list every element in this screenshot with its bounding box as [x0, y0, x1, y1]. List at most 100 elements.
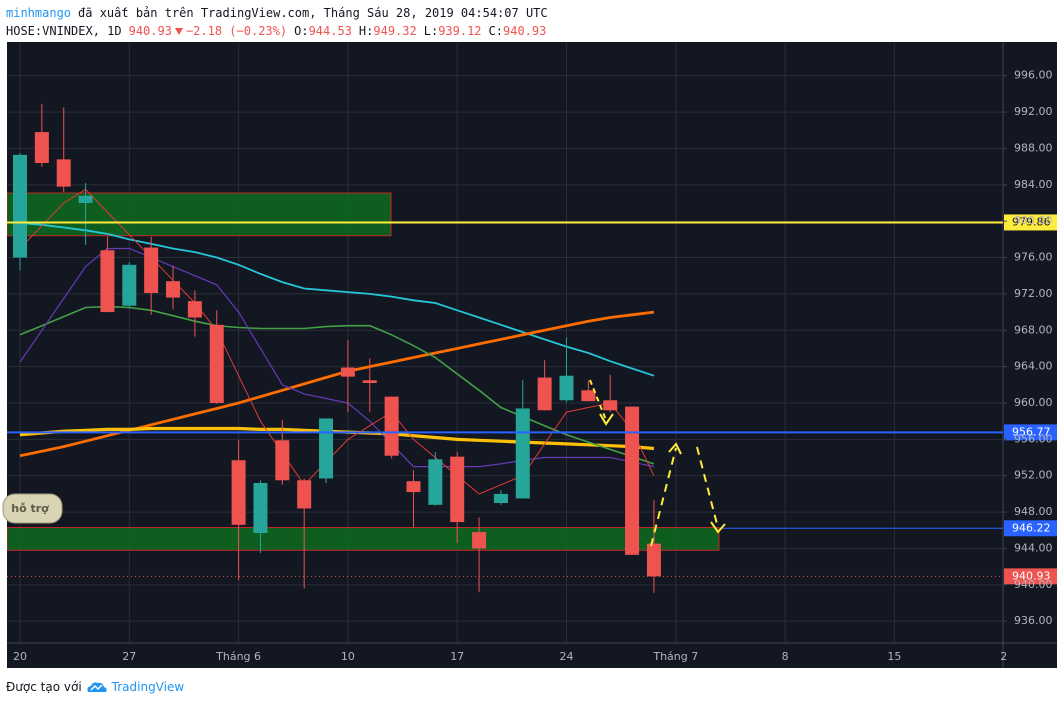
- y-tick-label: 952.00: [1014, 469, 1053, 482]
- price-tag-label: 956.77: [1012, 425, 1051, 438]
- candle-body: [297, 480, 312, 509]
- y-tick-label: 992.00: [1014, 105, 1053, 118]
- price-tag: [1004, 520, 1057, 537]
- l-label: L:: [423, 24, 439, 38]
- price-tag-label: 946.22: [1012, 521, 1051, 534]
- y-tick-label: 984.00: [1014, 178, 1053, 191]
- x-tick-label: 15: [887, 650, 901, 663]
- x-tick-label: 17: [450, 650, 464, 663]
- y-tick-label: 940.00: [1014, 578, 1053, 591]
- x-tick-label: 27: [122, 650, 136, 663]
- price-tag-label: 940.93: [1012, 569, 1051, 582]
- h: 949.32: [373, 24, 417, 38]
- candle-body: [406, 481, 421, 493]
- ma-line: [19, 310, 655, 458]
- candle-body: [56, 159, 71, 187]
- price-tag: [1004, 568, 1057, 585]
- x-tick-label: 10: [341, 650, 355, 663]
- header-line-2: HOSE:VNINDEX, 1D 940.93 −2.18 (−0.23%) O…: [6, 24, 546, 38]
- published: đã xuất bản trên TradingView.com, Tháng …: [78, 6, 548, 20]
- ma-line: [19, 305, 655, 465]
- footer: Được tạo với TradingView: [6, 680, 184, 694]
- candle-body: [625, 406, 640, 555]
- down-arrow: [174, 28, 183, 35]
- candle-body: [319, 418, 334, 479]
- candle-body: [122, 264, 137, 306]
- last: 940.93: [128, 24, 172, 38]
- y-tick-label: 960.00: [1014, 396, 1053, 409]
- brand-logo: [87, 682, 107, 692]
- candle-body: [559, 375, 574, 401]
- price-tag: [1004, 214, 1057, 231]
- author[interactable]: minhmango: [6, 6, 72, 20]
- candle-body: [646, 543, 661, 577]
- x-tick-label: 20: [13, 650, 27, 663]
- l: 939.12: [438, 24, 482, 38]
- candle-body: [144, 247, 159, 293]
- x-tick-label: 2: [1000, 650, 1007, 663]
- candle-body: [428, 459, 443, 505]
- header-line-1: minhmango đã xuất bản trên TradingView.co…: [6, 6, 548, 20]
- forecast-arrow: [589, 379, 719, 547]
- candle-body: [537, 377, 552, 411]
- chart-background: [7, 42, 1057, 668]
- y-tick-label: 996.00: [1014, 69, 1053, 82]
- candle-body: [515, 408, 530, 499]
- change: −2.18 (−0.23%): [185, 24, 288, 38]
- c: 940.93: [503, 24, 547, 38]
- ma-line: [19, 188, 655, 495]
- y-tick-label: 944.00: [1014, 541, 1053, 554]
- y-tick-label: 988.00: [1014, 141, 1053, 154]
- candle-body: [493, 493, 508, 503]
- candle-body: [209, 324, 224, 403]
- o-label: O:: [294, 24, 309, 38]
- candle-body: [231, 460, 246, 525]
- arrow-head: [599, 413, 614, 426]
- ma-line: [19, 247, 655, 468]
- ma-line: [19, 222, 655, 377]
- note: hỗ trợ: [11, 502, 49, 515]
- candle-body: [362, 380, 377, 383]
- h-label: H:: [358, 24, 374, 38]
- candle-body: [253, 483, 268, 533]
- candle-body: [603, 400, 618, 411]
- candle-body: [187, 301, 202, 318]
- candle-body: [34, 132, 49, 163]
- candle-body: [340, 367, 355, 377]
- candle-body: [166, 281, 181, 298]
- c-label: C:: [488, 24, 503, 38]
- x-tick-label: 8: [782, 650, 789, 663]
- candle-body: [13, 154, 27, 258]
- zone: [7, 192, 392, 237]
- y-tick-label: 948.00: [1014, 505, 1053, 518]
- candle-body: [581, 390, 596, 402]
- x-tick-label: Tháng 6: [215, 650, 261, 663]
- y-tick-label: 968.00: [1014, 323, 1053, 336]
- candle-body: [100, 250, 115, 313]
- y-tick-label: 980.00: [1014, 214, 1053, 227]
- x-tick-label: 24: [560, 650, 574, 663]
- price-tag: [1004, 424, 1057, 441]
- y-tick-label: 956.00: [1014, 432, 1053, 445]
- x-tick-label: Tháng 7: [652, 650, 698, 663]
- y-tick-label: 936.00: [1014, 614, 1053, 627]
- y-tick-label: 972.00: [1014, 287, 1053, 300]
- note-badge: [2, 493, 63, 524]
- price-tag-label: 979.86: [1012, 215, 1051, 228]
- arrow-head: [710, 521, 726, 534]
- candle-body: [275, 440, 290, 481]
- chart: 979.86 956.77 946.22 940.93 936.00 940.00 944…: [2, 42, 1057, 668]
- candle-body: [450, 456, 465, 523]
- candle-body: [78, 195, 93, 203]
- brand[interactable]: TradingView: [111, 680, 185, 694]
- y-tick-label: 976.00: [1014, 251, 1053, 264]
- arrow-head: [668, 442, 682, 455]
- symbol: HOSE:VNINDEX, 1D: [6, 24, 122, 38]
- y-tick-label: 964.00: [1014, 360, 1053, 373]
- zone: [7, 527, 720, 551]
- candle-body: [472, 532, 487, 549]
- o: 944.53: [308, 24, 352, 38]
- made-with: Được tạo với: [6, 680, 82, 694]
- candle-body: [384, 396, 399, 456]
